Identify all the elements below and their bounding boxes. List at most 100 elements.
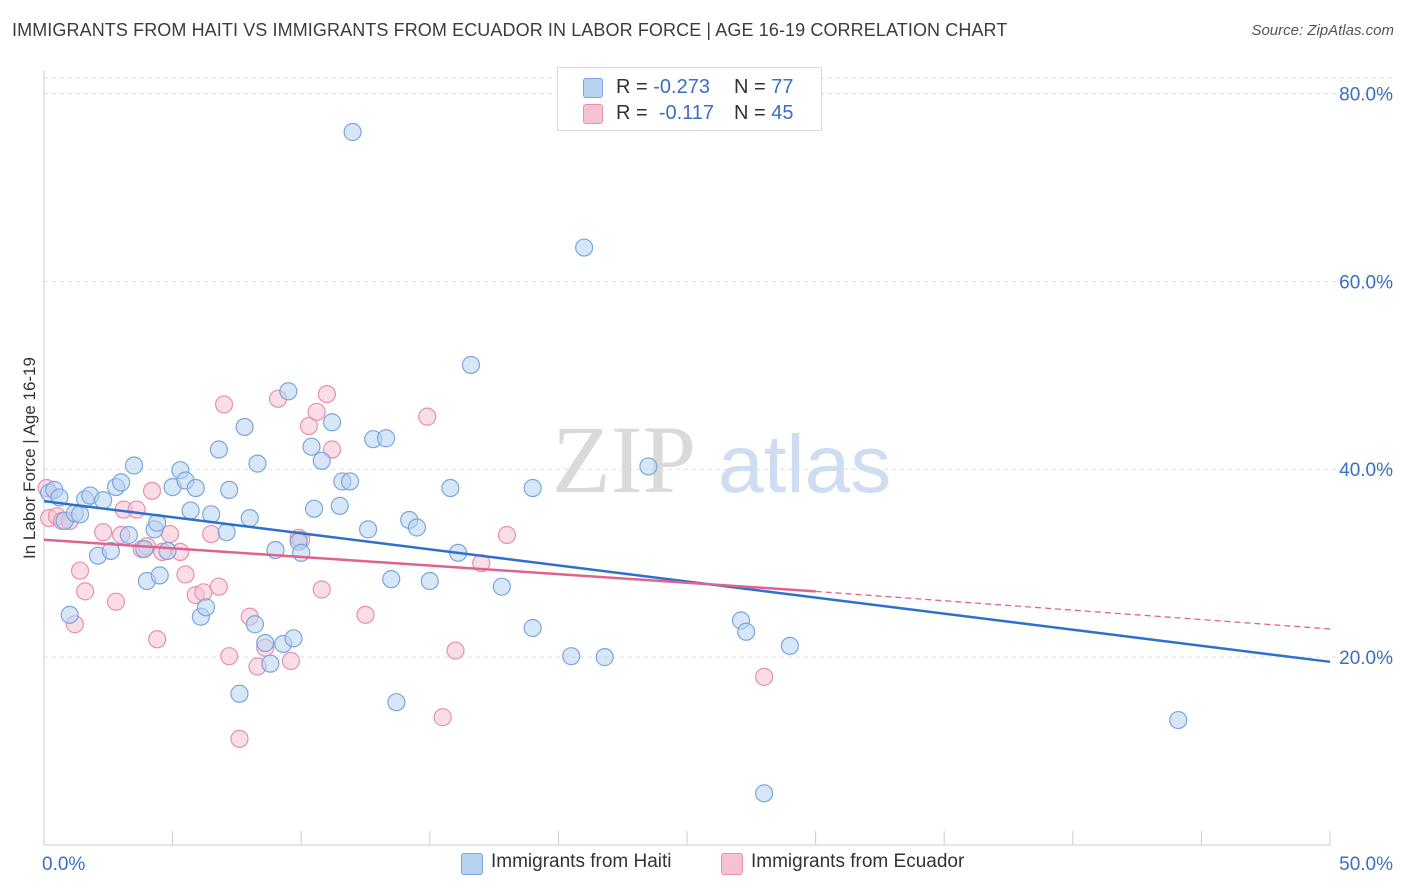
haiti-point <box>595 648 614 667</box>
haiti-point <box>492 577 511 596</box>
haiti-point <box>302 437 321 456</box>
ecuador-point <box>70 561 90 580</box>
legend-swatch-ecuador <box>721 853 743 875</box>
source-label: Source: ZipAtlas.com <box>1251 22 1394 39</box>
ecuador-point <box>194 583 213 602</box>
correlation-legend: R = -0.273 N = 77 R = -0.117 N = 45 <box>557 67 822 131</box>
haiti-point <box>124 456 144 475</box>
ecuador-point <box>127 500 146 519</box>
haiti-point <box>220 480 239 500</box>
haiti-point <box>279 382 298 401</box>
ecuador-point <box>148 630 167 649</box>
haiti-point <box>304 499 324 518</box>
haiti-point <box>70 505 90 524</box>
watermark-zip: ZIP <box>552 406 696 513</box>
y-tick-label: 60.0% <box>1339 272 1393 293</box>
haiti-point <box>562 647 581 666</box>
haiti-point <box>230 684 249 703</box>
haiti-point <box>196 598 216 617</box>
haiti-point <box>376 429 396 448</box>
watermark-atlas: atlas <box>718 419 891 510</box>
haiti-point <box>312 451 331 470</box>
haiti-point <box>261 654 280 673</box>
ecuador-trend-line-dashed <box>815 590 1331 630</box>
haiti-point <box>248 454 267 473</box>
haiti-point <box>135 539 154 559</box>
legend-n-value-ecuador: 45 <box>771 102 794 124</box>
haiti-point <box>150 566 169 585</box>
haiti-point <box>60 605 79 624</box>
legend-swatch-haiti <box>461 853 483 875</box>
legend-n-value-haiti: 77 <box>771 76 794 98</box>
watermark: ZIP atlas <box>552 406 891 513</box>
haiti-point <box>322 413 342 432</box>
haiti-point <box>284 629 303 648</box>
haiti-point <box>245 615 265 634</box>
haiti-point <box>256 633 275 653</box>
ecuador-point <box>176 565 195 584</box>
legend-n-label: N = <box>734 76 766 98</box>
y-tick-label: 20.0% <box>1339 648 1393 669</box>
trend-lines <box>43 499 1331 664</box>
ecuador-point <box>299 416 319 436</box>
legend-swatch-haiti <box>583 78 603 98</box>
legend-r-value-haiti: -0.273 <box>653 76 710 98</box>
haiti-point <box>358 520 378 539</box>
haiti-point <box>639 457 658 476</box>
haiti-point <box>94 491 113 510</box>
haiti-point <box>101 541 120 561</box>
haiti-point <box>158 541 177 561</box>
haiti-point <box>523 478 542 498</box>
legend-label-haiti: Immigrants from Haiti <box>491 851 672 872</box>
haiti-point <box>407 518 427 537</box>
haiti-point <box>240 508 259 528</box>
haiti-point <box>112 473 131 492</box>
haiti-point <box>461 355 481 375</box>
haiti-point <box>755 784 774 803</box>
ecuador-point <box>209 577 228 596</box>
ecuador-point <box>356 605 375 624</box>
ecuador-point <box>94 523 113 542</box>
ecuador-point <box>214 395 234 414</box>
haiti-point <box>382 570 401 589</box>
ecuador-trend-line <box>43 538 816 593</box>
legend-swatch-ecuador <box>583 104 603 124</box>
ecuador-point <box>230 729 249 748</box>
ecuador-point <box>142 481 162 500</box>
ecuador-point <box>307 402 326 422</box>
haiti-point <box>387 693 406 712</box>
haiti-point <box>119 525 138 545</box>
haiti-point <box>209 440 228 459</box>
y-tick-label: 80.0% <box>1339 84 1393 105</box>
ecuador-point <box>202 524 221 544</box>
haiti-points <box>40 122 1188 803</box>
ecuador-point <box>322 440 342 459</box>
y-tick-label: 40.0% <box>1339 460 1393 481</box>
haiti-point <box>340 472 360 491</box>
legend-r-label: R = <box>616 76 648 98</box>
ecuador-point <box>220 647 239 666</box>
x-tick-label: 0.0% <box>42 854 85 875</box>
axes <box>43 70 1331 846</box>
haiti-point <box>186 478 205 498</box>
haiti-point <box>780 636 799 655</box>
chart-title: IMMIGRANTS FROM HAITI VS IMMIGRANTS FROM… <box>12 20 1008 40</box>
haiti-point <box>343 122 362 142</box>
legend-label-ecuador: Immigrants from Ecuador <box>751 851 965 872</box>
y-tick-labels: 20.0% 40.0% 60.0% 80.0% <box>1339 84 1393 669</box>
ecuador-point <box>418 407 437 426</box>
haiti-point <box>217 523 236 542</box>
ecuador-point <box>317 384 337 404</box>
ecuador-point <box>446 641 465 660</box>
haiti-point <box>292 543 311 562</box>
legend-n-label: N = <box>734 102 766 124</box>
x-tick-labels: 0.0% 50.0% <box>42 854 1393 875</box>
haiti-point <box>575 238 594 257</box>
ecuador-point <box>433 708 452 727</box>
ecuador-point <box>312 580 331 599</box>
x-tick-label: 50.0% <box>1339 854 1393 875</box>
grid-lines <box>44 77 1392 658</box>
haiti-point <box>737 622 756 641</box>
legend-r-value-ecuador: -0.117 <box>658 102 715 124</box>
